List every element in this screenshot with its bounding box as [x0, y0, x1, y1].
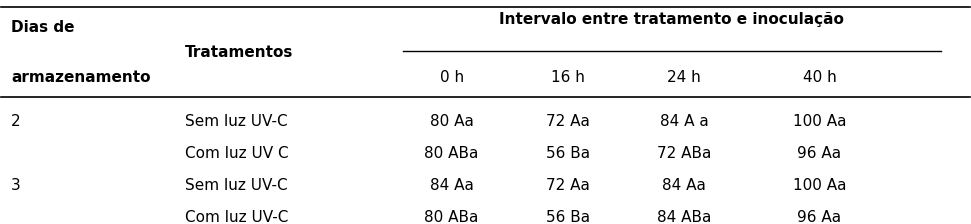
- Text: 56 Ba: 56 Ba: [546, 146, 589, 161]
- Text: 84 Aa: 84 Aa: [662, 178, 706, 193]
- Text: 0 h: 0 h: [440, 70, 464, 85]
- Text: armazenamento: armazenamento: [11, 70, 151, 85]
- Text: 72 ABa: 72 ABa: [656, 146, 711, 161]
- Text: 96 Aa: 96 Aa: [797, 210, 842, 224]
- Text: 56 Ba: 56 Ba: [546, 210, 589, 224]
- Text: 80 ABa: 80 ABa: [424, 210, 479, 224]
- Text: 84 ABa: 84 ABa: [656, 210, 711, 224]
- Text: Sem luz UV-C: Sem luz UV-C: [185, 114, 288, 129]
- Text: Com luz UV-C: Com luz UV-C: [185, 210, 288, 224]
- Text: 3: 3: [11, 178, 20, 193]
- Text: 96 Aa: 96 Aa: [797, 146, 842, 161]
- Text: 84 Aa: 84 Aa: [430, 178, 474, 193]
- Text: 2: 2: [11, 114, 20, 129]
- Text: Dias de: Dias de: [11, 20, 75, 35]
- Text: 80 ABa: 80 ABa: [424, 146, 479, 161]
- Text: 72 Aa: 72 Aa: [546, 114, 589, 129]
- Text: 24 h: 24 h: [667, 70, 701, 85]
- Text: 100 Aa: 100 Aa: [792, 178, 847, 193]
- Text: Sem luz UV-C: Sem luz UV-C: [185, 178, 288, 193]
- Text: Com luz UV C: Com luz UV C: [185, 146, 289, 161]
- Text: 16 h: 16 h: [551, 70, 585, 85]
- Text: 80 Aa: 80 Aa: [430, 114, 474, 129]
- Text: 84 A a: 84 A a: [659, 114, 709, 129]
- Text: 100 Aa: 100 Aa: [792, 114, 847, 129]
- Text: 40 h: 40 h: [803, 70, 836, 85]
- Text: Intervalo entre tratamento e inoculação: Intervalo entre tratamento e inoculação: [499, 12, 845, 27]
- Text: Tratamentos: Tratamentos: [185, 45, 293, 60]
- Text: 72 Aa: 72 Aa: [546, 178, 589, 193]
